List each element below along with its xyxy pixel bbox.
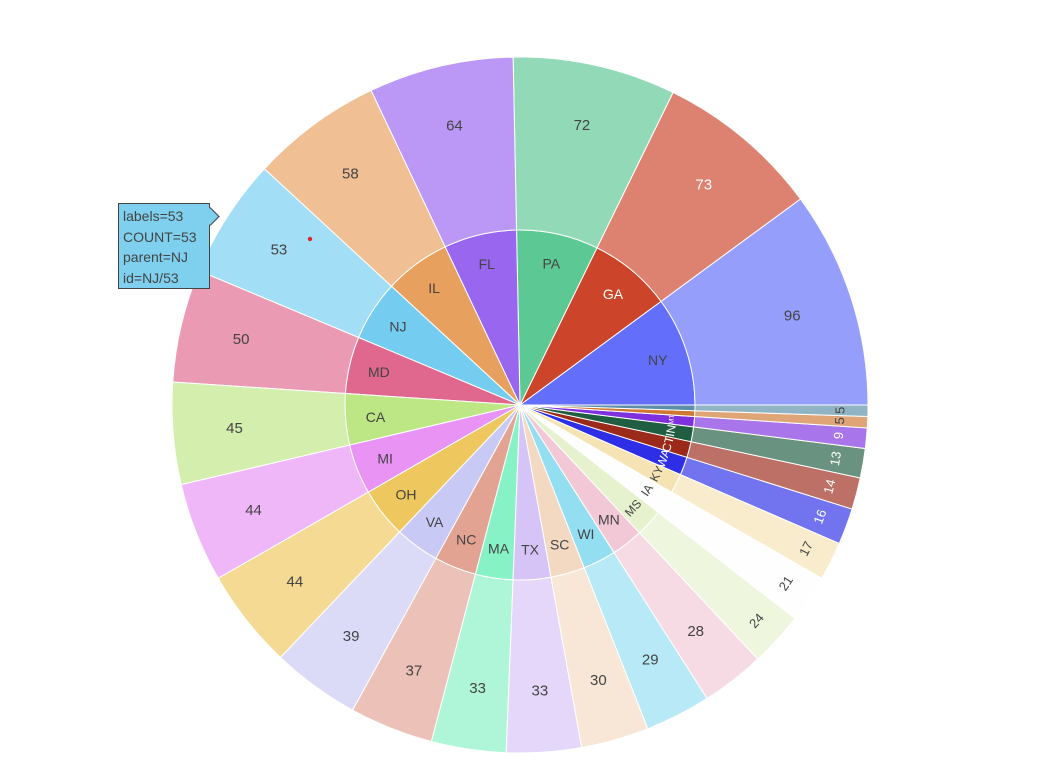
tooltip-line-id: id=NJ/53 [123, 269, 179, 286]
tooltip-line-count: COUNT=53 [123, 228, 197, 245]
tooltip-line-labels: labels=53 [123, 208, 184, 224]
hover-marker-dot [307, 236, 313, 242]
tooltip-line-parent: parent=NJ [123, 249, 188, 265]
sector-outer-slot-25[interactable] [694, 404, 869, 417]
hover-tooltip: labels=53 COUNT=53 parent=NJ id=NJ/53 [118, 203, 220, 289]
